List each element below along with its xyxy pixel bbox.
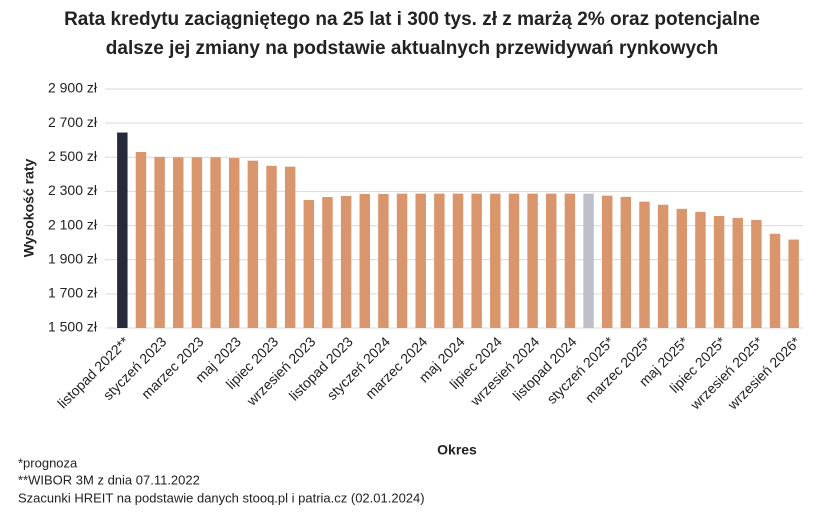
x-axis-title: Okres	[437, 442, 477, 458]
bar	[564, 193, 576, 328]
bar	[713, 216, 725, 328]
bar	[247, 160, 259, 328]
bar	[788, 239, 799, 328]
bar	[228, 157, 240, 328]
bar	[751, 219, 762, 328]
bar	[359, 193, 370, 328]
bar	[452, 193, 464, 328]
bar	[508, 193, 520, 328]
bar	[303, 199, 315, 328]
bar	[695, 211, 706, 328]
bar	[173, 157, 184, 328]
bar	[191, 157, 203, 328]
y-tick-label: 2 100 zł	[48, 216, 98, 232]
y-tick-label: 1 500 zł	[48, 319, 98, 335]
bar	[769, 233, 781, 328]
chart-title: dalsze jej zmiany na podstawie aktualnyc…	[106, 38, 718, 59]
bar	[490, 193, 501, 328]
bar	[284, 166, 296, 328]
bar	[620, 196, 632, 328]
bar	[601, 195, 613, 328]
chart-title: Rata kredytu zaciągniętego na 25 lat i 3…	[64, 9, 760, 30]
y-tick-label: 1 700 zł	[48, 285, 98, 301]
bar	[135, 151, 147, 328]
note: *prognoza	[18, 455, 78, 470]
y-tick-label: 2 900 zł	[48, 80, 98, 96]
bar	[378, 193, 389, 328]
bar	[117, 132, 128, 328]
bar	[676, 208, 688, 328]
y-tick-label: 2 300 zł	[48, 182, 98, 198]
note: Szacunki HREIT na podstawie danych stooq…	[18, 490, 425, 505]
bar	[471, 193, 482, 328]
y-tick-label: 2 500 zł	[48, 148, 98, 164]
bar	[154, 156, 165, 328]
bar	[210, 157, 221, 328]
bar	[434, 193, 445, 328]
bar	[546, 193, 557, 328]
y-axis-title: Wysokość raty	[21, 159, 37, 258]
bar	[322, 197, 333, 328]
y-tick-label: 1 900 zł	[48, 250, 98, 266]
bar	[266, 165, 277, 328]
bar	[639, 201, 650, 328]
bar	[527, 193, 538, 328]
bar	[340, 196, 352, 328]
bar	[583, 193, 594, 328]
bar	[415, 193, 426, 328]
bar	[732, 217, 743, 328]
y-tick-label: 2 700 zł	[48, 114, 98, 130]
bar	[657, 204, 669, 328]
bar	[396, 193, 408, 328]
note: **WIBOR 3M z dnia 07.11.2022	[18, 472, 200, 487]
